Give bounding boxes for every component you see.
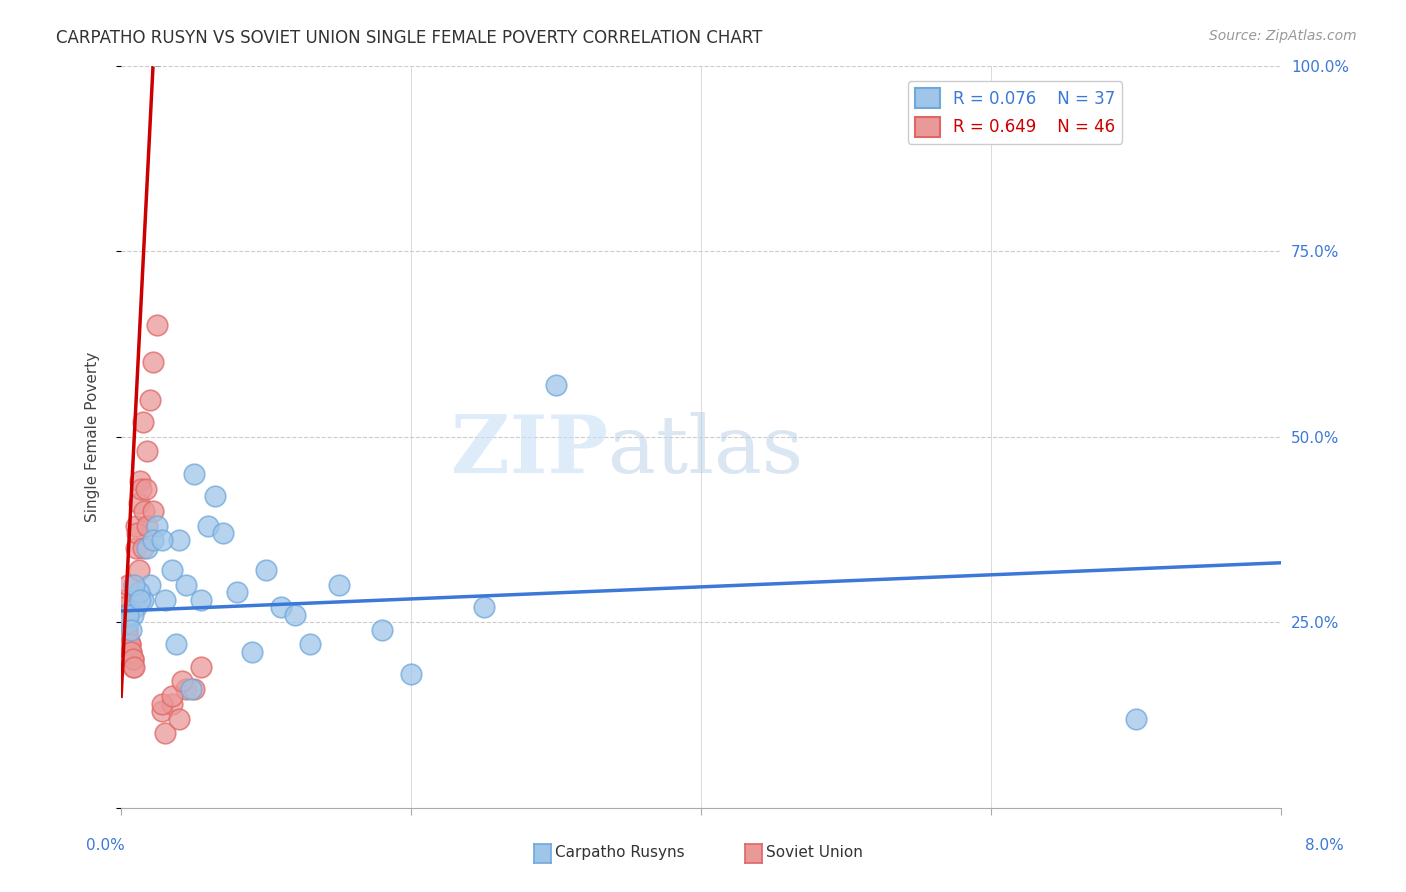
Point <box>160 697 183 711</box>
Point <box>240 645 263 659</box>
Point <box>117 578 139 592</box>
Point <box>132 592 155 607</box>
Point <box>129 592 152 607</box>
Point <box>197 518 219 533</box>
Point <box>136 518 159 533</box>
Point <box>122 600 145 615</box>
Point <box>136 444 159 458</box>
Point <box>117 630 139 644</box>
Point <box>124 541 146 555</box>
Point <box>128 496 150 510</box>
Point <box>183 681 205 696</box>
Point <box>139 578 162 592</box>
Point <box>146 318 169 333</box>
Point <box>118 637 141 651</box>
Point <box>117 607 139 622</box>
Point <box>142 355 165 369</box>
Point <box>131 482 153 496</box>
Point <box>128 563 150 577</box>
Point <box>124 600 146 615</box>
Y-axis label: Single Female Poverty: Single Female Poverty <box>86 351 100 522</box>
Point <box>270 600 292 615</box>
Text: atlas: atlas <box>609 412 803 491</box>
Point <box>160 563 183 577</box>
Point <box>150 704 173 718</box>
Point <box>170 674 193 689</box>
Point <box>165 637 187 651</box>
Point <box>134 504 156 518</box>
Point <box>371 623 394 637</box>
Point <box>124 592 146 607</box>
Point <box>120 645 142 659</box>
Point <box>112 600 135 615</box>
Text: CARPATHO RUSYN VS SOVIET UNION SINGLE FEMALE POVERTY CORRELATION CHART: CARPATHO RUSYN VS SOVIET UNION SINGLE FE… <box>56 29 762 46</box>
Point <box>546 377 568 392</box>
Point <box>204 489 226 503</box>
Point <box>176 681 198 696</box>
Point <box>120 623 142 637</box>
Point <box>160 690 183 704</box>
Text: Soviet Union: Soviet Union <box>766 846 863 860</box>
Point <box>121 652 143 666</box>
Point <box>117 615 139 629</box>
Point <box>122 578 145 592</box>
Legend: R = 0.076    N = 37, R = 0.649    N = 46: R = 0.076 N = 37, R = 0.649 N = 46 <box>908 81 1122 144</box>
Point <box>112 592 135 607</box>
Text: Source: ZipAtlas.com: Source: ZipAtlas.com <box>1209 29 1357 43</box>
Point <box>150 533 173 548</box>
Point <box>125 526 148 541</box>
Point <box>190 659 212 673</box>
Point <box>180 681 202 696</box>
Point <box>472 600 495 615</box>
Point <box>115 623 138 637</box>
Point <box>153 592 176 607</box>
Point <box>132 541 155 555</box>
Point <box>122 659 145 673</box>
Point <box>254 563 277 577</box>
Point <box>211 526 233 541</box>
Text: 8.0%: 8.0% <box>1305 838 1344 853</box>
Text: ZIP: ZIP <box>451 412 609 491</box>
Point <box>153 726 176 740</box>
Point <box>167 533 190 548</box>
Point <box>128 585 150 599</box>
Point <box>328 578 350 592</box>
Point <box>226 585 249 599</box>
Point <box>121 607 143 622</box>
Point <box>142 533 165 548</box>
Point <box>114 615 136 629</box>
Point <box>284 607 307 622</box>
Point <box>190 592 212 607</box>
Point <box>117 607 139 622</box>
Point <box>124 518 146 533</box>
Point <box>121 659 143 673</box>
Point <box>139 392 162 407</box>
Point <box>121 652 143 666</box>
Point <box>146 518 169 533</box>
Point <box>129 474 152 488</box>
Point <box>298 637 321 651</box>
Point <box>183 467 205 481</box>
Point <box>150 697 173 711</box>
Text: Carpatho Rusyns: Carpatho Rusyns <box>555 846 685 860</box>
Point <box>1125 712 1147 726</box>
Point <box>142 504 165 518</box>
Point <box>399 667 422 681</box>
Point <box>167 712 190 726</box>
Point <box>118 637 141 651</box>
Point <box>136 541 159 555</box>
Point <box>132 415 155 429</box>
Point <box>176 578 198 592</box>
Point <box>120 645 142 659</box>
Point <box>115 623 138 637</box>
Point <box>114 607 136 622</box>
Text: 0.0%: 0.0% <box>86 838 125 853</box>
Point <box>135 482 157 496</box>
